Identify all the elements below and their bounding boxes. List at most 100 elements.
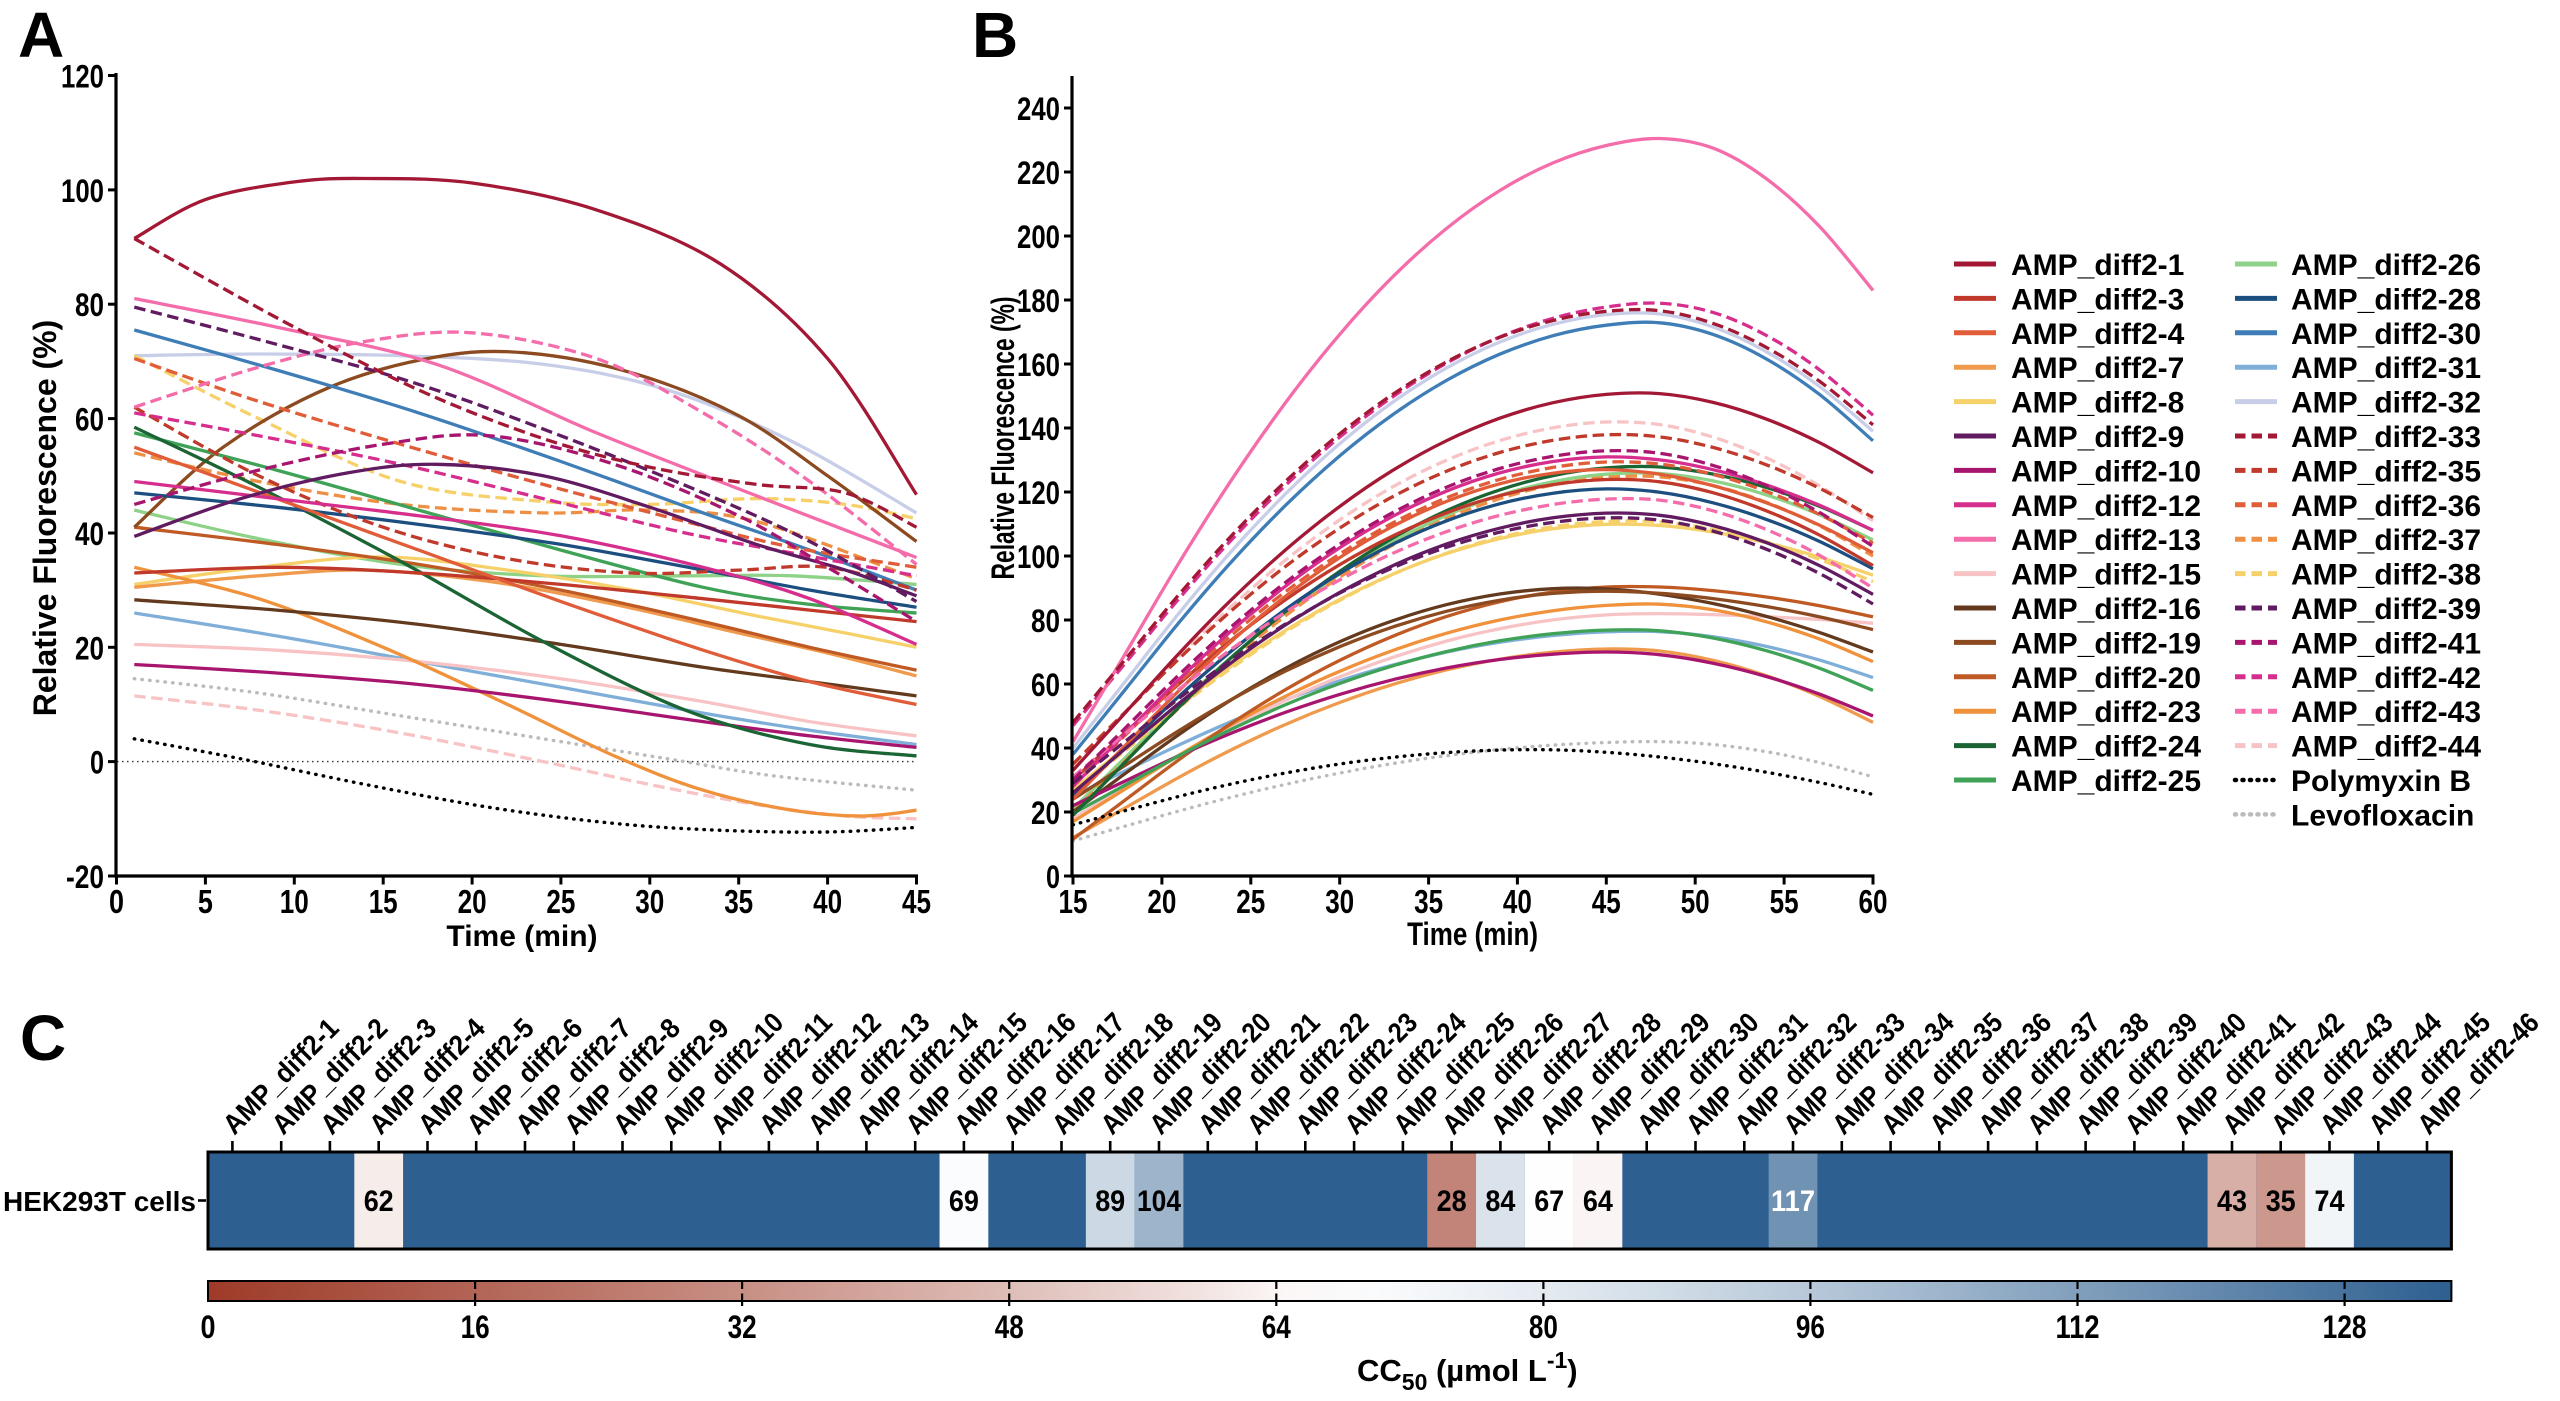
svg-text:Relative Fluorescence (%): Relative Fluorescence (%) bbox=[985, 297, 1021, 580]
svg-text:100: 100 bbox=[61, 173, 104, 209]
svg-text:80: 80 bbox=[1031, 603, 1060, 639]
svg-text:AMP_diff2-35: AMP_diff2-35 bbox=[2291, 455, 2481, 488]
svg-text:160: 160 bbox=[1017, 347, 1060, 383]
svg-text:220: 220 bbox=[1017, 155, 1060, 191]
svg-text:64: 64 bbox=[1583, 1185, 1613, 1218]
svg-text:55: 55 bbox=[1770, 883, 1799, 920]
svg-text:Time (min): Time (min) bbox=[446, 920, 597, 953]
svg-text:140: 140 bbox=[1017, 411, 1060, 447]
svg-text:84: 84 bbox=[1485, 1185, 1515, 1218]
svg-text:45: 45 bbox=[1592, 883, 1621, 920]
svg-text:0: 0 bbox=[90, 745, 104, 781]
svg-text:240: 240 bbox=[1017, 91, 1060, 127]
svg-text:60: 60 bbox=[75, 402, 104, 438]
svg-text:Relative Fluorescence (%): Relative Fluorescence (%) bbox=[27, 320, 63, 717]
svg-text:AMP_diff2-7: AMP_diff2-7 bbox=[2011, 352, 2184, 385]
svg-text:AMP_diff2-8: AMP_diff2-8 bbox=[2011, 387, 2184, 420]
svg-text:20: 20 bbox=[458, 883, 487, 920]
svg-text:0: 0 bbox=[1046, 859, 1060, 895]
svg-text:60: 60 bbox=[1031, 667, 1060, 703]
svg-text:112: 112 bbox=[2056, 1309, 2100, 1345]
svg-text:48: 48 bbox=[995, 1309, 1024, 1345]
svg-text:10: 10 bbox=[280, 883, 309, 920]
svg-text:AMP_diff2-44: AMP_diff2-44 bbox=[2291, 731, 2481, 764]
svg-text:AMP_diff2-12: AMP_diff2-12 bbox=[2011, 490, 2201, 523]
svg-text:AMP_diff2-24: AMP_diff2-24 bbox=[2011, 731, 2201, 764]
svg-text:AMP_diff2-19: AMP_diff2-19 bbox=[2011, 627, 2201, 660]
svg-text:AMP_diff2-16: AMP_diff2-16 bbox=[2011, 593, 2201, 626]
svg-text:-20: -20 bbox=[66, 859, 104, 895]
svg-text:AMP_diff2-10: AMP_diff2-10 bbox=[2011, 455, 2201, 488]
svg-text:Polymyxin B: Polymyxin B bbox=[2291, 765, 2471, 798]
svg-text:40: 40 bbox=[1031, 731, 1060, 767]
svg-text:67: 67 bbox=[1534, 1185, 1564, 1218]
svg-text:AMP_diff2-20: AMP_diff2-20 bbox=[2011, 662, 2201, 695]
svg-text:AMP_diff2-28: AMP_diff2-28 bbox=[2291, 283, 2481, 316]
svg-text:200: 200 bbox=[1017, 219, 1060, 255]
svg-text:30: 30 bbox=[1325, 883, 1354, 920]
svg-text:120: 120 bbox=[1017, 475, 1060, 511]
svg-text:74: 74 bbox=[2315, 1185, 2345, 1218]
svg-text:B: B bbox=[972, 0, 1018, 71]
svg-text:96: 96 bbox=[1796, 1309, 1825, 1345]
svg-text:69: 69 bbox=[949, 1185, 979, 1218]
svg-text:AMP_diff2-25: AMP_diff2-25 bbox=[2011, 765, 2201, 798]
svg-text:AMP_diff2-26: AMP_diff2-26 bbox=[2291, 249, 2481, 282]
svg-text:AMP_diff2-3: AMP_diff2-3 bbox=[2011, 283, 2184, 316]
svg-text:15: 15 bbox=[1059, 883, 1088, 920]
svg-text:64: 64 bbox=[1262, 1309, 1291, 1345]
svg-text:89: 89 bbox=[1095, 1185, 1125, 1218]
svg-text:180: 180 bbox=[1017, 283, 1060, 319]
svg-text:45: 45 bbox=[902, 883, 931, 920]
svg-text:20: 20 bbox=[75, 630, 104, 666]
svg-text:117: 117 bbox=[1771, 1185, 1815, 1218]
svg-text:AMP_diff2-23: AMP_diff2-23 bbox=[2011, 696, 2201, 729]
svg-text:AMP_diff2-33: AMP_diff2-33 bbox=[2291, 421, 2481, 454]
svg-text:120: 120 bbox=[61, 59, 104, 95]
svg-text:AMP_diff2-41: AMP_diff2-41 bbox=[2291, 627, 2481, 660]
svg-text:AMP_diff2-37: AMP_diff2-37 bbox=[2291, 524, 2481, 557]
svg-text:AMP_diff2-4: AMP_diff2-4 bbox=[2011, 318, 2185, 351]
svg-text:35: 35 bbox=[1414, 883, 1443, 920]
svg-text:AMP_diff2-36: AMP_diff2-36 bbox=[2291, 490, 2481, 523]
svg-text:32: 32 bbox=[728, 1309, 757, 1345]
svg-text:C: C bbox=[20, 1002, 66, 1074]
svg-text:AMP_diff2-9: AMP_diff2-9 bbox=[2011, 421, 2184, 454]
svg-text:CC50 (µmol L-1): CC50 (µmol L-1) bbox=[1357, 1347, 1578, 1395]
svg-text:AMP_diff2-15: AMP_diff2-15 bbox=[2011, 559, 2201, 592]
svg-text:AMP_diff2-43: AMP_diff2-43 bbox=[2291, 696, 2481, 729]
svg-text:128: 128 bbox=[2323, 1309, 2367, 1345]
svg-text:20: 20 bbox=[1031, 795, 1060, 831]
svg-text:43: 43 bbox=[2217, 1185, 2247, 1218]
svg-text:25: 25 bbox=[546, 883, 575, 920]
svg-text:16: 16 bbox=[461, 1309, 490, 1345]
svg-text:Time (min): Time (min) bbox=[1407, 916, 1538, 952]
svg-text:AMP_diff2-38: AMP_diff2-38 bbox=[2291, 559, 2481, 592]
svg-text:35: 35 bbox=[724, 883, 753, 920]
svg-text:AMP_diff2-42: AMP_diff2-42 bbox=[2291, 662, 2481, 695]
svg-text:40: 40 bbox=[813, 883, 842, 920]
svg-text:104: 104 bbox=[1137, 1185, 1181, 1218]
svg-text:15: 15 bbox=[369, 883, 398, 920]
svg-text:40: 40 bbox=[1503, 883, 1532, 920]
svg-text:5: 5 bbox=[198, 883, 213, 920]
svg-text:40: 40 bbox=[75, 516, 104, 552]
svg-text:25: 25 bbox=[1236, 883, 1265, 920]
svg-text:80: 80 bbox=[1529, 1309, 1558, 1345]
svg-text:AMP_diff2-39: AMP_diff2-39 bbox=[2291, 593, 2481, 626]
svg-text:0: 0 bbox=[201, 1309, 216, 1345]
svg-text:AMP_diff2-31: AMP_diff2-31 bbox=[2291, 352, 2481, 385]
svg-text:0: 0 bbox=[109, 883, 124, 920]
svg-text:Levofloxacin: Levofloxacin bbox=[2291, 799, 2474, 832]
svg-text:HEK293T cells: HEK293T cells bbox=[3, 1186, 196, 1217]
svg-text:AMP_diff2-30: AMP_diff2-30 bbox=[2291, 318, 2481, 351]
svg-text:A: A bbox=[18, 0, 64, 71]
svg-text:AMP_diff2-32: AMP_diff2-32 bbox=[2291, 387, 2481, 420]
svg-text:50: 50 bbox=[1681, 883, 1710, 920]
svg-text:60: 60 bbox=[1859, 883, 1888, 920]
svg-text:AMP_diff2-13: AMP_diff2-13 bbox=[2011, 524, 2201, 557]
svg-text:35: 35 bbox=[2266, 1185, 2296, 1218]
svg-text:80: 80 bbox=[75, 287, 104, 323]
svg-text:30: 30 bbox=[635, 883, 664, 920]
svg-text:28: 28 bbox=[1437, 1185, 1467, 1218]
